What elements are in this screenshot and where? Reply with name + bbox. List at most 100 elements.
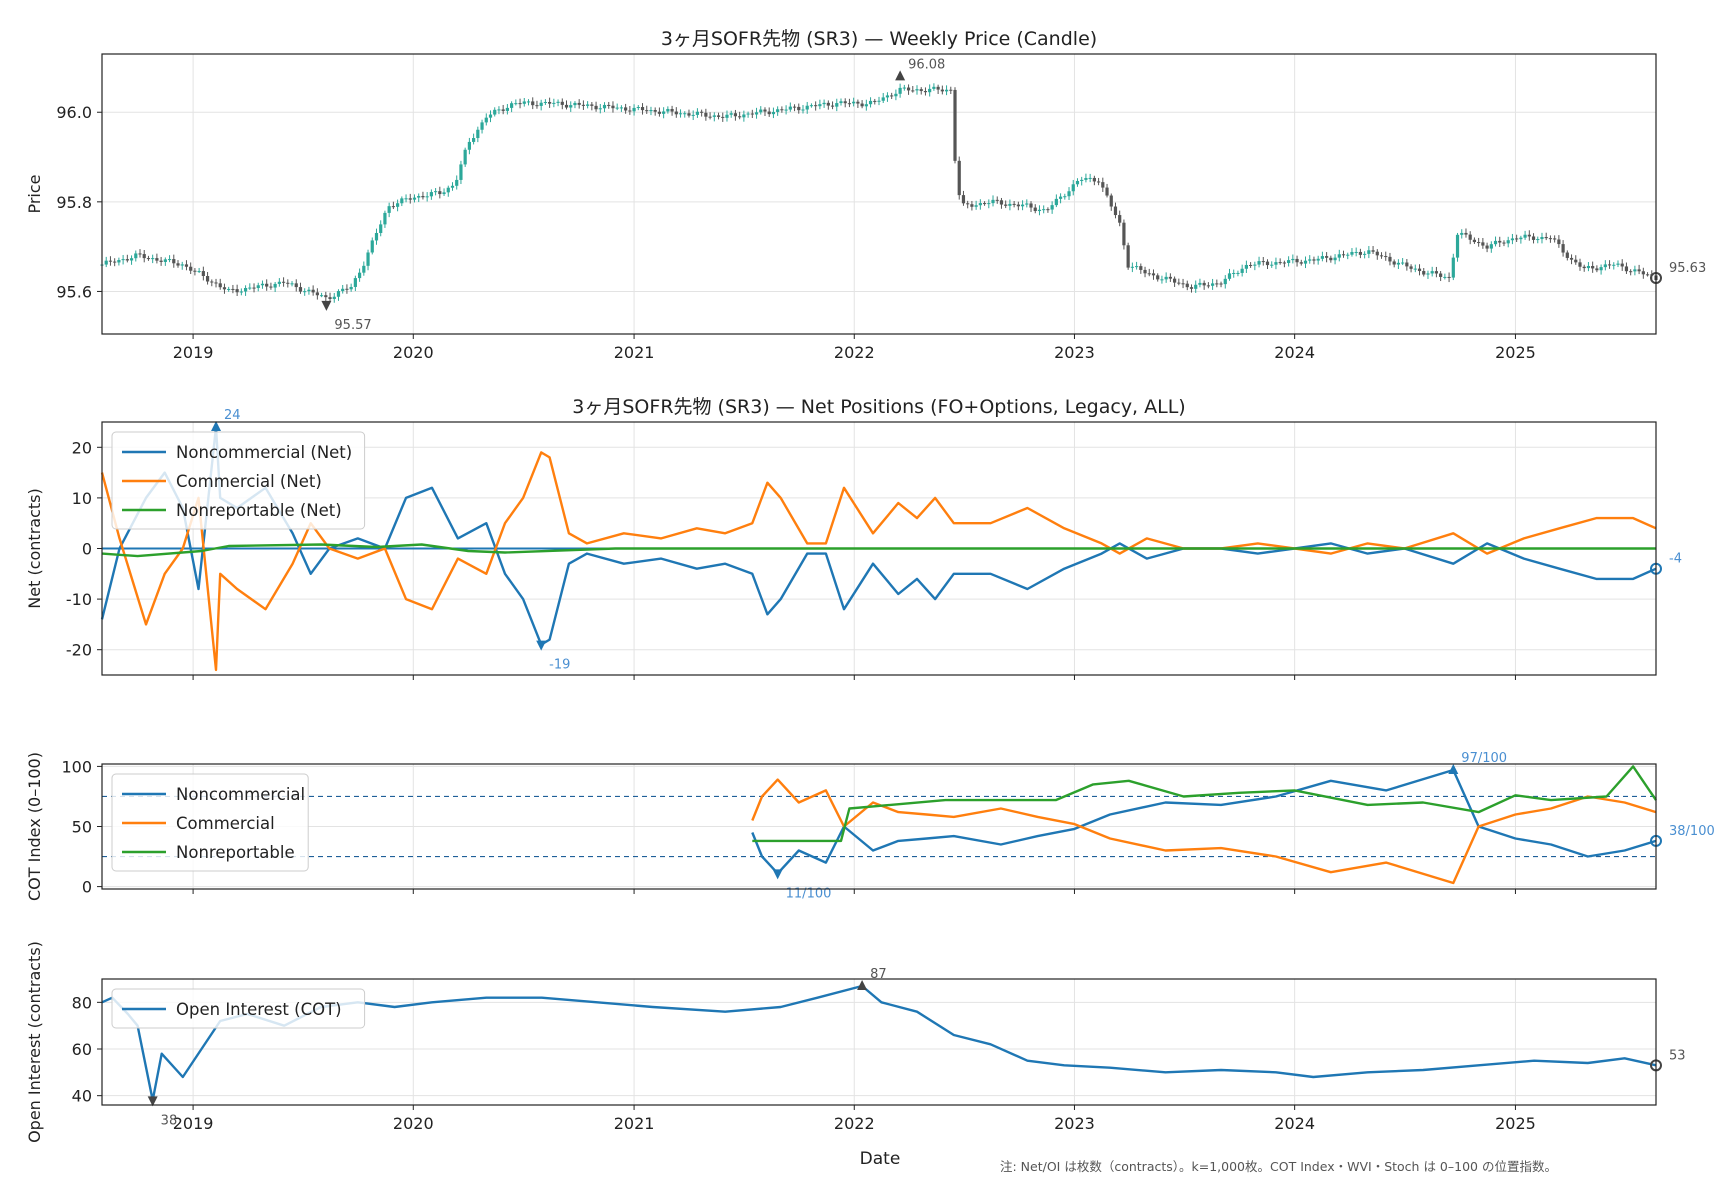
candle-body [999,200,1004,205]
candle-body [1333,257,1337,261]
candle-body [898,87,902,94]
candle-body [142,254,146,259]
candle-body [556,101,560,103]
candle-body [222,287,227,290]
candle-body [890,95,894,97]
legend-entry: Nonreportable (Net) [176,501,342,520]
candle-body [1080,179,1084,181]
candle-body [167,259,172,261]
y-tick-label: 40 [72,1087,92,1106]
candle-body [1025,203,1029,205]
candle-body [716,115,721,117]
candle-body [159,260,163,262]
candle-body [1075,180,1080,185]
x-tick-label: 2022 [834,1114,875,1133]
candle-body [738,116,742,118]
candle-body [1261,261,1265,263]
candle-body [847,103,852,105]
candle-body [1063,196,1067,198]
candle-body [653,110,657,112]
candle-body [134,253,138,259]
candle-body [953,89,957,161]
candle-body [1582,266,1586,269]
candle-body [1236,272,1240,274]
legend-entry: Noncommercial [176,785,305,804]
candle-body [957,160,961,196]
candle-body [1607,264,1612,266]
series-line-1 [101,984,1657,1102]
plot-frame [101,53,1657,335]
candle-body [336,291,341,297]
candle-body [184,264,189,267]
candle-body [400,198,404,204]
candle-body [442,192,446,195]
candle-body [1510,238,1515,241]
footnote: 注: Net/OI は枚数（contracts）。k=1,000枚。COT In… [1000,1159,1557,1174]
candle-body [455,179,459,186]
candle-body [286,282,290,284]
candle-body [341,288,345,292]
candle-body [1455,234,1460,258]
candle-body [1291,258,1295,261]
candle-body [1164,276,1168,280]
y-tick-label: 10 [72,489,92,508]
legend-entry: Commercial (Net) [176,472,322,491]
candle-body [1612,264,1616,266]
candle-body [1637,269,1641,272]
candle-body [1016,204,1020,207]
candle-body [961,195,966,204]
candle-body [987,203,991,205]
candle-body [1308,259,1312,261]
candle-body [1502,242,1506,244]
candle-body [1329,257,1333,261]
candle-body [429,192,433,197]
candle-body [944,89,949,92]
candle-body [476,129,480,139]
min-annotation: 95.57 [334,318,371,333]
candle-body [763,109,767,112]
panel-title: 3ヶ月SOFR先物 (SR3) — Weekly Price (Candle) [661,28,1097,50]
candle-body [1198,282,1202,285]
max-annotation: 24 [224,408,241,423]
candle-body [674,111,678,115]
candle-body [311,289,315,293]
candle-body [1620,263,1624,267]
candle-body [1325,256,1329,258]
candle-body [467,141,471,150]
min-marker [536,640,547,651]
candle-body [754,112,759,115]
y-axis-label: Open Interest (contracts) [25,941,44,1143]
candle-body [1088,177,1092,179]
candle-body [180,264,184,266]
candle-body [197,271,201,273]
candle-body [1223,278,1227,285]
candle-body [826,102,830,106]
candle-body [1346,254,1350,256]
candle-body [303,291,307,293]
candle-body [243,287,248,292]
candle-body [1489,244,1493,249]
candle-body [1244,264,1248,269]
candle-body [1172,278,1177,283]
candle-body [894,93,898,97]
candle-body [1227,273,1232,279]
candle-body [1519,237,1523,240]
candle-body [615,107,619,109]
legend-entry: Open Interest (COT) [176,1000,342,1019]
candle-body [307,289,311,292]
candle-body [628,110,632,112]
candle-body [911,90,915,92]
candle-body [1295,258,1299,263]
candle-body [619,107,624,109]
candle-body [797,106,801,111]
x-tick-label: 2020 [393,343,434,362]
candle-body [1396,262,1401,265]
candle-body [353,278,357,287]
candle-body [1215,283,1219,285]
candle-body [670,108,674,112]
candle-body [1058,196,1063,199]
x-tick-label: 2022 [834,343,875,362]
candle-body [860,103,864,107]
candle-body [434,191,438,193]
candle-body [1409,266,1413,269]
